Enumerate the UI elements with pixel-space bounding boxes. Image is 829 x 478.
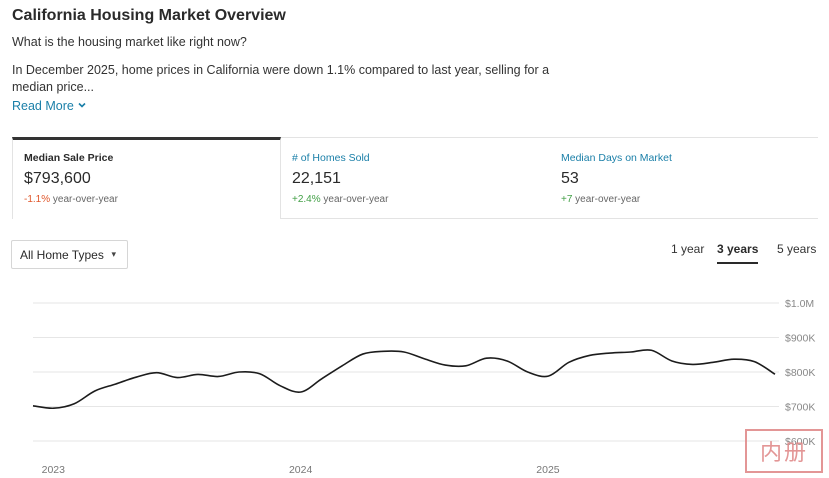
change-suffix: year-over-year [320,194,389,205]
median-price-chart: $600K $700K $800K $900K $1.0M 2023 2024 2025 [32,298,815,476]
metric-label: # of Homes Sold [292,152,370,164]
home-type-select[interactable]: All Home Types ▾ [11,240,128,269]
y-tick-label: $800K [785,367,815,379]
range-option-3-years[interactable]: 3 years [717,242,759,264]
metric-label: Median Sale Price [24,152,114,164]
change-amount: -1.1% [24,194,51,205]
y-tick-label: $1.0M [785,298,814,310]
page-subtitle: What is the housing market like right no… [12,35,247,49]
market-summary: In December 2025, home prices in Califor… [12,63,550,94]
metric-tab-homes-sold[interactable]: # of Homes Sold 22,151 +2.4% year-over-y… [281,137,550,219]
metric-change: -1.1% year-over-year [24,194,280,205]
metric-value: $793,600 [24,170,91,187]
metric-tab-days-on-market[interactable]: Median Days on Market 53 +7 year-over-ye… [550,137,818,219]
chevron-down-icon [77,99,87,113]
read-more-link[interactable]: Read More [12,99,87,113]
metric-value: 53 [561,170,579,187]
change-suffix: year-over-year [50,194,118,205]
page-title: California Housing Market Overview [12,7,286,24]
metric-tabs: Median Sale Price $793,600 -1.1% year-ov… [12,137,818,219]
metric-change: +2.4% year-over-year [292,194,550,205]
x-tick-label: 2025 [536,464,560,476]
change-suffix: year-over-year [572,194,641,205]
series-line [32,349,776,410]
y-tick-label: $600K [785,436,815,448]
range-option-5-years[interactable]: 5 years [777,242,817,256]
metric-value: 22,151 [292,170,341,187]
home-type-selected: All Home Types [20,248,104,262]
change-amount: +7 [561,194,573,205]
metric-tab-median-sale-price[interactable]: Median Sale Price $793,600 -1.1% year-ov… [12,137,281,219]
watermark-stamp: 内册 [745,429,823,473]
read-more-label: Read More [12,99,74,113]
range-option-1-year[interactable]: 1 year [671,242,705,256]
metric-label: Median Days on Market [561,152,672,164]
x-tick-label: 2024 [289,464,313,476]
change-amount: +2.4% [292,194,321,205]
y-tick-label: $900K [785,333,815,345]
y-tick-label: $700K [785,402,815,414]
caret-down-icon: ▾ [111,249,116,259]
metric-change: +7 year-over-year [561,194,818,205]
x-tick-label: 2023 [42,464,66,476]
